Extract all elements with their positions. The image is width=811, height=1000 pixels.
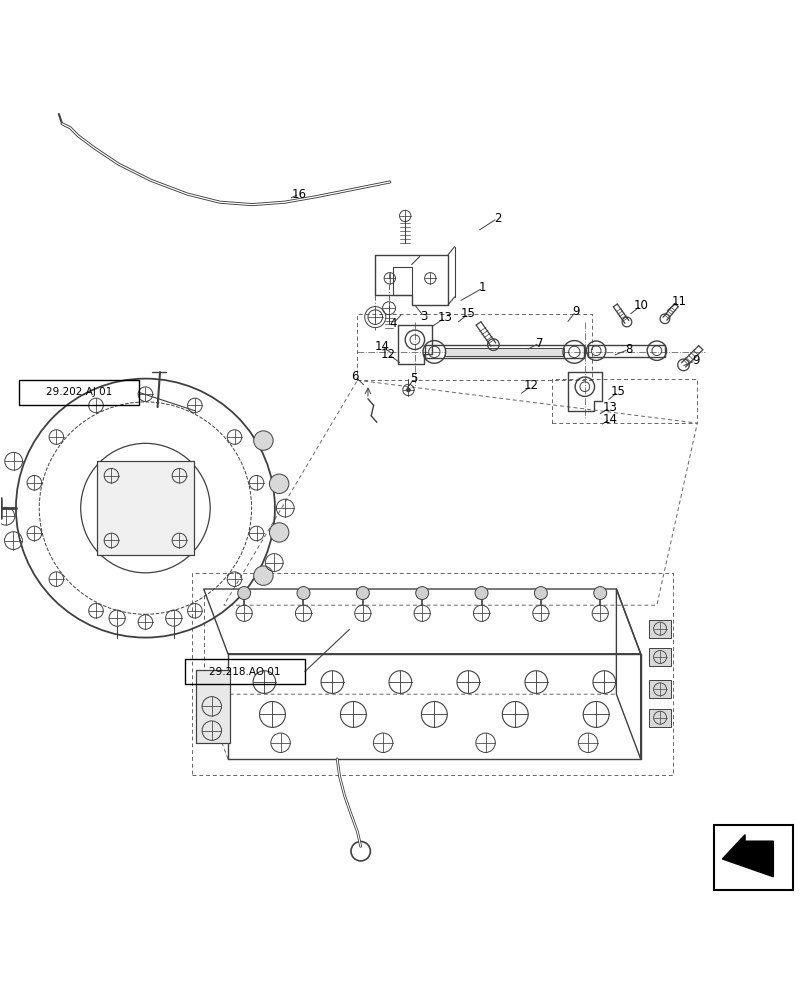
Text: 29.218.AO 01: 29.218.AO 01 [209, 667, 281, 677]
Bar [97, 461, 194, 555]
Bar [648, 709, 671, 727]
Text: 12: 12 [380, 348, 395, 361]
Circle shape [269, 523, 289, 542]
Text: 10: 10 [633, 299, 647, 312]
Polygon shape [722, 835, 772, 877]
Text: 12: 12 [523, 379, 539, 392]
Circle shape [269, 474, 289, 493]
Text: 13: 13 [437, 311, 452, 324]
Text: 4: 4 [388, 317, 397, 330]
Bar [648, 648, 671, 666]
Text: 1: 1 [478, 281, 486, 294]
Bar [713, 825, 792, 890]
Circle shape [593, 587, 606, 600]
Circle shape [534, 587, 547, 600]
Circle shape [297, 587, 310, 600]
Text: 7: 7 [535, 337, 543, 350]
Text: 8: 8 [624, 343, 632, 356]
Text: 13: 13 [602, 401, 616, 414]
Text: 9: 9 [572, 305, 579, 318]
Bar [97, 461, 194, 555]
Circle shape [356, 587, 369, 600]
Text: 2: 2 [493, 212, 500, 225]
Text: 15: 15 [461, 307, 475, 320]
Circle shape [253, 566, 272, 585]
Text: 6: 6 [351, 370, 358, 383]
Circle shape [415, 587, 428, 600]
Bar [185, 659, 304, 684]
Bar [195, 670, 230, 743]
Bar [19, 380, 139, 405]
Text: 15: 15 [610, 385, 624, 398]
Text: 16: 16 [291, 188, 307, 201]
Circle shape [474, 587, 487, 600]
Bar [648, 620, 671, 638]
Bar [195, 670, 230, 743]
Text: 3: 3 [419, 310, 427, 323]
Text: 5: 5 [410, 372, 418, 385]
Bar [444, 348, 563, 356]
Bar [648, 680, 671, 698]
Circle shape [253, 431, 272, 450]
Circle shape [238, 587, 251, 600]
Circle shape [406, 388, 410, 392]
Text: 11: 11 [671, 295, 685, 308]
Text: 9: 9 [691, 354, 698, 367]
Text: 14: 14 [374, 340, 388, 353]
Text: 29.202.AJ 01: 29.202.AJ 01 [46, 387, 112, 397]
Text: 14: 14 [602, 413, 616, 426]
